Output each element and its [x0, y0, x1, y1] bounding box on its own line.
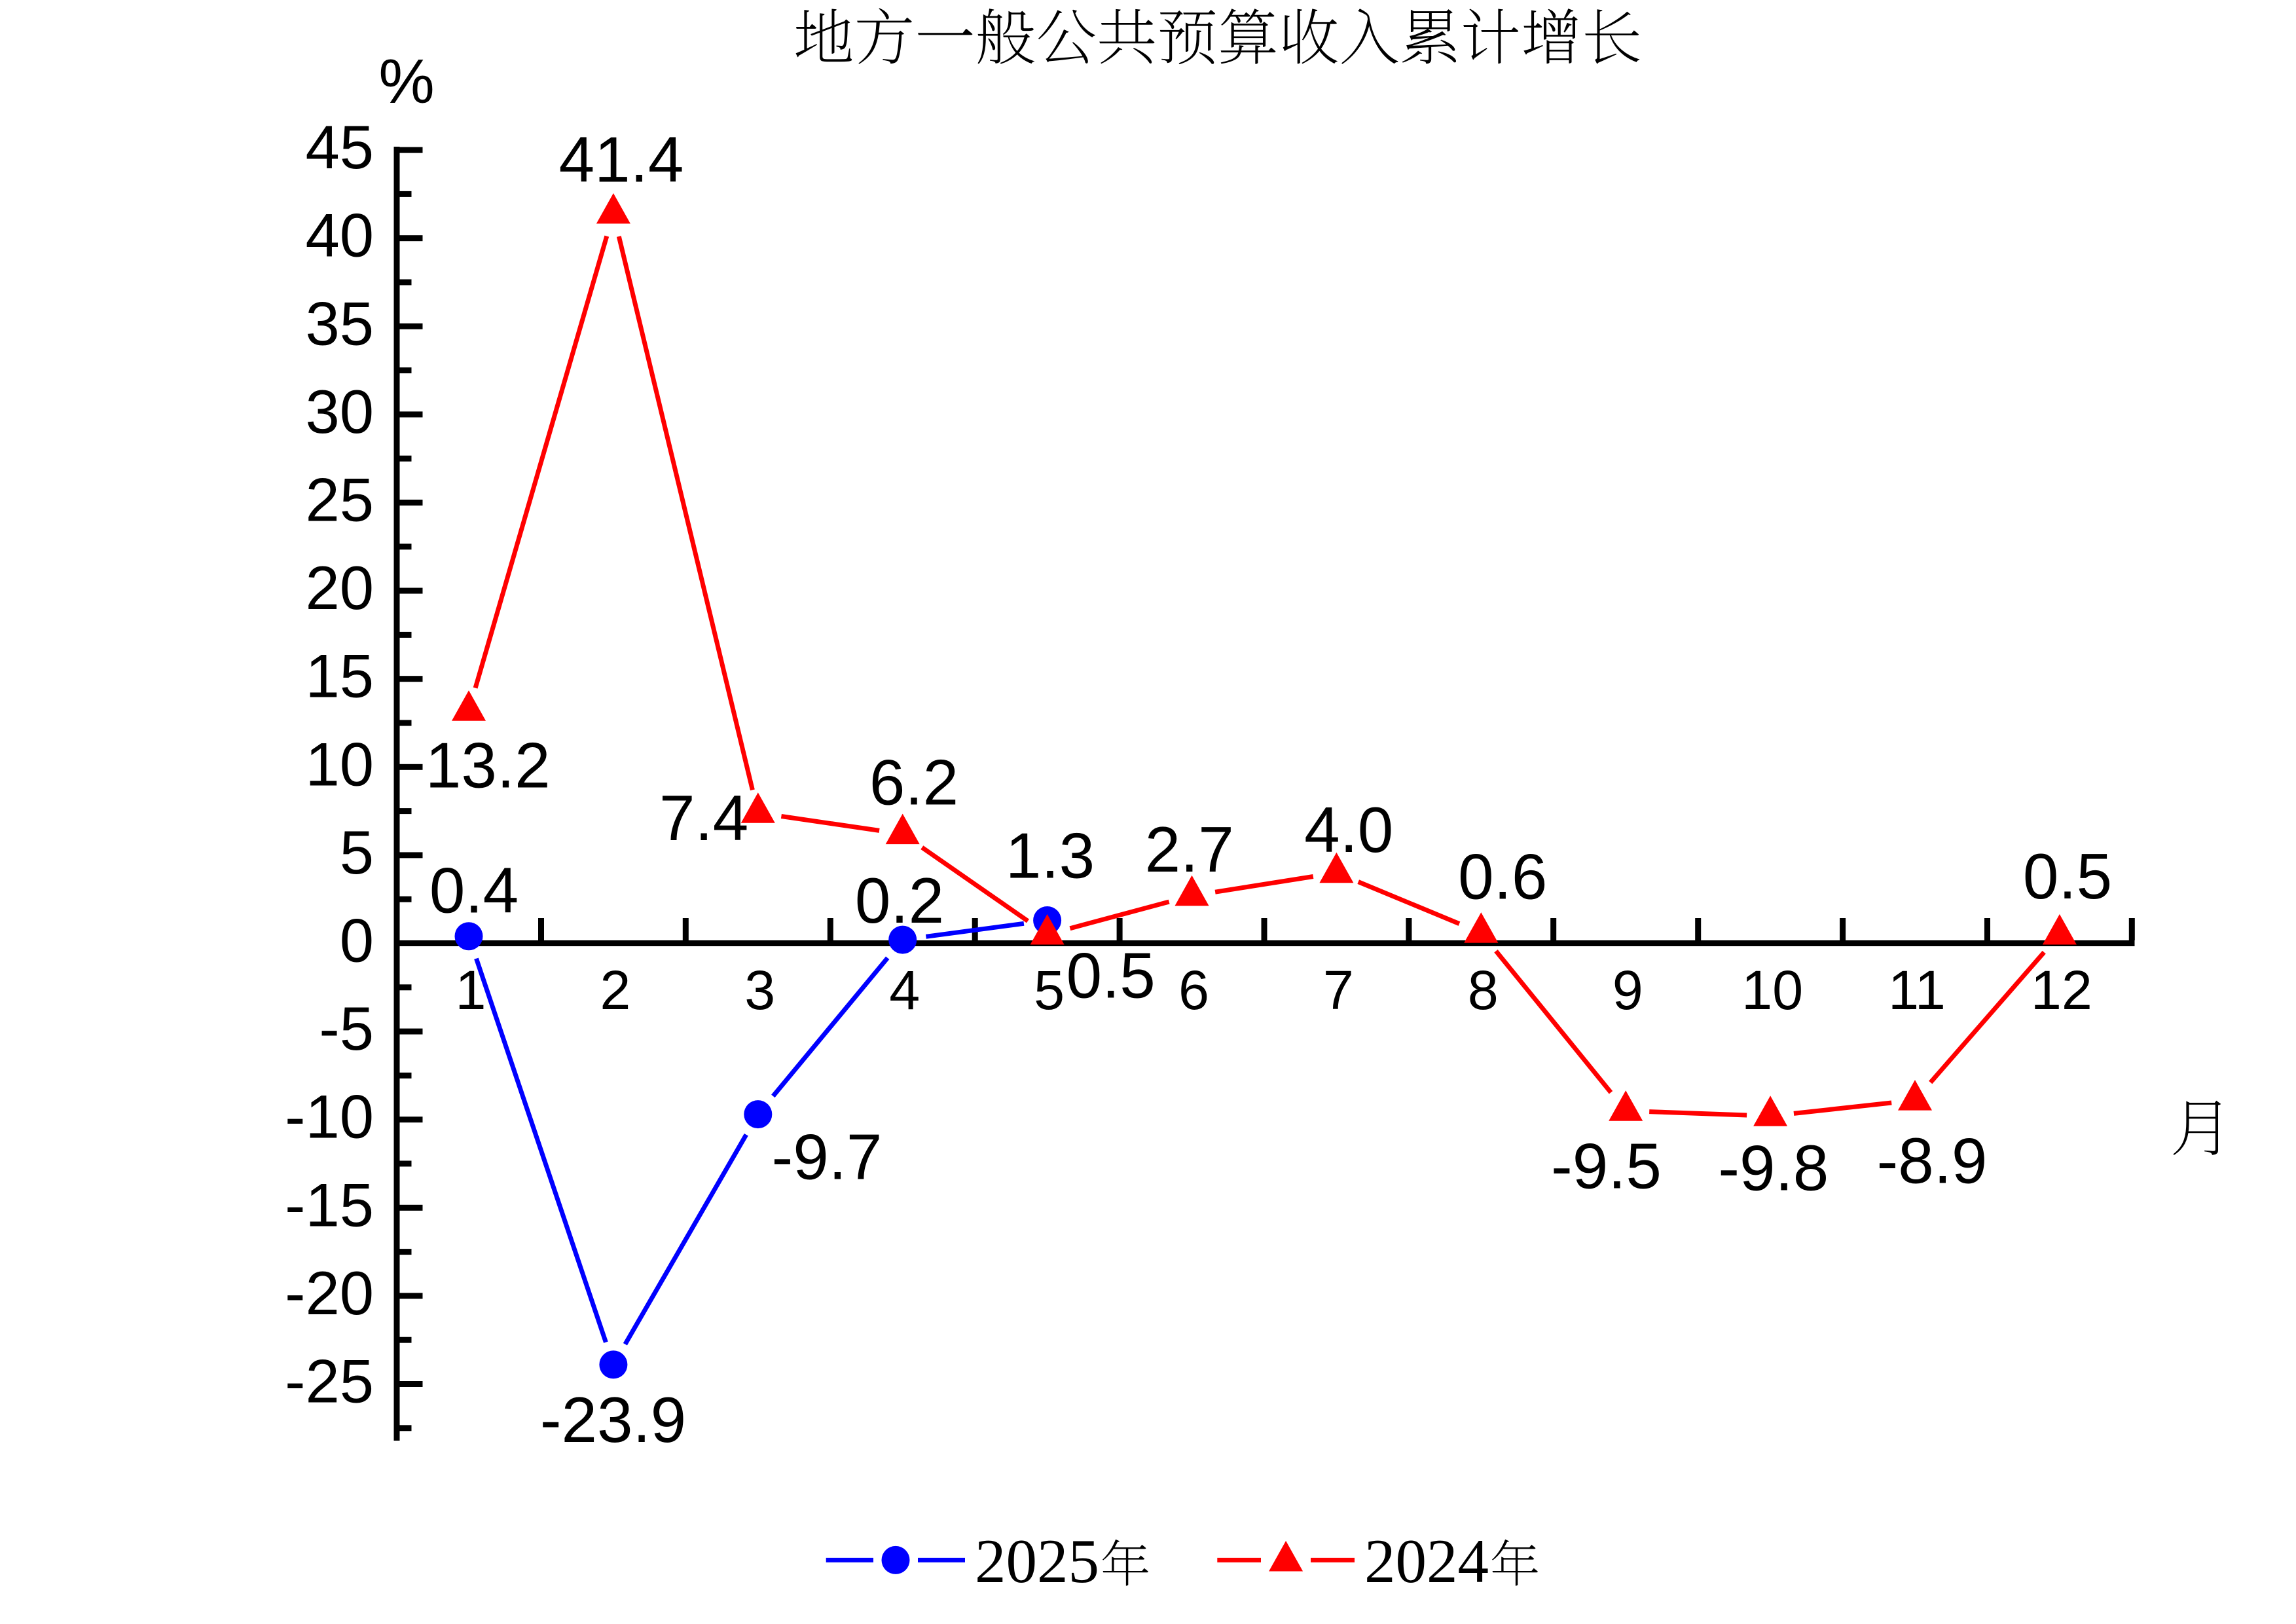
svg-text:41.4: 41.4 [559, 124, 684, 196]
svg-text:13.2: 13.2 [426, 729, 551, 802]
svg-text:0: 0 [340, 906, 374, 975]
svg-text:0.2: 0.2 [855, 864, 944, 936]
svg-text:25: 25 [305, 466, 374, 534]
svg-text:3: 3 [744, 959, 775, 1021]
svg-text:8: 8 [1468, 959, 1499, 1021]
svg-text:-9.7: -9.7 [772, 1121, 883, 1193]
svg-text:2024: 2024 [1364, 1526, 1489, 1596]
svg-text:-25: -25 [285, 1347, 374, 1416]
svg-text:2: 2 [600, 959, 630, 1021]
svg-text:1: 1 [456, 959, 486, 1021]
svg-text:-20: -20 [285, 1259, 374, 1327]
svg-text:0.5: 0.5 [1066, 940, 1156, 1012]
svg-text:-9.8: -9.8 [1718, 1132, 1829, 1204]
svg-text:6: 6 [1178, 959, 1209, 1021]
svg-text:0.6: 0.6 [1458, 841, 1547, 913]
svg-text:11: 11 [1888, 959, 1946, 1021]
svg-text:2.7: 2.7 [1145, 813, 1234, 885]
svg-text:5: 5 [1034, 959, 1065, 1021]
svg-text:1.3: 1.3 [1006, 820, 1095, 892]
svg-text:-10: -10 [285, 1082, 374, 1151]
svg-text:9: 9 [1613, 959, 1643, 1021]
svg-text:-23.9: -23.9 [540, 1384, 686, 1456]
svg-text:5: 5 [340, 818, 374, 887]
svg-text:0.4: 0.4 [429, 855, 519, 927]
svg-text:20: 20 [305, 553, 374, 622]
svg-text:45: 45 [305, 113, 374, 181]
svg-text:2025: 2025 [975, 1526, 1099, 1596]
svg-text:10: 10 [1741, 959, 1803, 1021]
svg-text:30: 30 [305, 377, 374, 446]
svg-text:12: 12 [2031, 959, 2092, 1021]
svg-text:6.2: 6.2 [869, 746, 958, 818]
svg-text:-5: -5 [319, 994, 374, 1063]
svg-text:4.0: 4.0 [1304, 794, 1393, 866]
svg-text:-8.9: -8.9 [1877, 1125, 1988, 1197]
svg-text:15: 15 [305, 642, 374, 710]
svg-text:7: 7 [1323, 959, 1354, 1021]
svg-text:7.4: 7.4 [659, 782, 748, 854]
svg-text:35: 35 [305, 289, 374, 358]
svg-text:0.5: 0.5 [2023, 840, 2112, 912]
svg-text:40: 40 [305, 201, 374, 270]
svg-text:-9.5: -9.5 [1551, 1130, 1662, 1202]
svg-text:10: 10 [305, 729, 374, 798]
svg-text:4: 4 [889, 959, 920, 1021]
svg-text:%: % [378, 46, 434, 117]
svg-text:-15: -15 [285, 1170, 374, 1239]
